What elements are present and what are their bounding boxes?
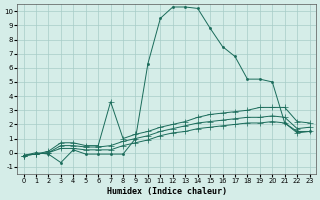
X-axis label: Humidex (Indice chaleur): Humidex (Indice chaleur) (107, 187, 227, 196)
